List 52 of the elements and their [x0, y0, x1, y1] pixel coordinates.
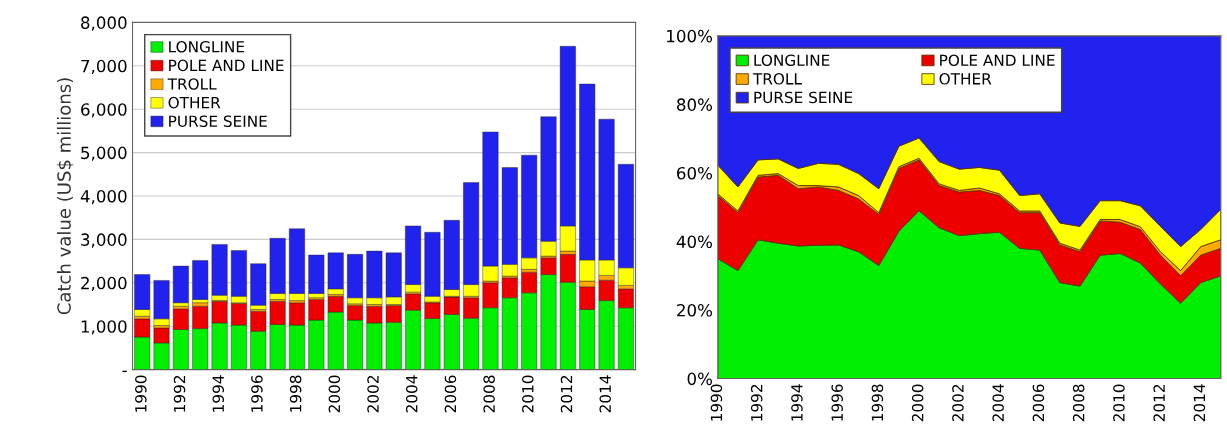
x-tick-label: 2010: [1113, 384, 1125, 422]
x-tick-label: 1998: [289, 375, 302, 412]
y-axis-title: Catch value (US$ millions): [56, 78, 74, 315]
x-tick-label: 1996: [831, 384, 843, 421]
y-tick-label: 5,000: [81, 146, 127, 161]
y-tick-label: 40%: [676, 235, 713, 249]
x-tick-label: 2006: [444, 375, 457, 413]
y-tick-label: 4,000: [80, 189, 127, 205]
legend-label: OTHER: [168, 96, 221, 109]
legend-label: OTHER: [939, 73, 992, 85]
x-tick-label: 2010: [522, 375, 534, 413]
legend-label: POLE AND LINE: [169, 59, 284, 72]
x-tick-label: 2008: [483, 375, 495, 413]
y-tick-label: 80%: [677, 98, 713, 111]
y-tick-label: 6,000: [81, 103, 127, 118]
x-tick-label: 2002: [367, 375, 379, 413]
legend-label: TROLL: [752, 73, 802, 85]
x-tick-label: 2004: [992, 384, 1004, 422]
y-tick-label: 8,000: [81, 16, 127, 31]
x-tick-label: 2014: [1193, 384, 1206, 422]
x-tick-label: 1990: [710, 384, 723, 421]
y-tick-label: 7,000: [81, 59, 127, 75]
y-tick-label: 2,000: [81, 276, 127, 292]
x-tick-label: 2012: [1153, 384, 1165, 422]
legend-label: PURSE SEINE: [169, 115, 267, 127]
x-tick-label: 2006: [1032, 384, 1045, 422]
x-tick-label: 2000: [911, 384, 924, 422]
legend-label: LONGLINE: [169, 41, 245, 53]
y-tick-label: -: [122, 370, 127, 373]
x-tick-label: 1996: [251, 375, 263, 412]
x-tick-label: 2004: [405, 375, 418, 413]
legend-label: POLE AND LINE: [940, 54, 1055, 66]
x-tick-label: 1994: [791, 384, 803, 421]
y-tick-label: 0%: [687, 372, 713, 386]
y-tick-label: 100%: [667, 29, 713, 43]
legend-label: TROLL: [167, 78, 217, 90]
x-tick-label: 2012: [560, 375, 573, 413]
x-tick-label: 1990: [135, 375, 147, 412]
legend-label: LONGLINE: [754, 54, 830, 66]
y-tick-label: 60%: [677, 166, 713, 180]
x-tick-label: 1994: [212, 375, 225, 412]
y-tick-label: 20%: [677, 303, 713, 317]
legend-label: PURSE SEINE: [754, 91, 853, 104]
x-tick-label: 1998: [871, 384, 884, 421]
y-tick-label: 3,000: [81, 233, 127, 248]
x-tick-label: 2014: [599, 375, 611, 413]
x-tick-label: 2008: [1072, 384, 1085, 422]
x-tick-label: 2002: [952, 384, 964, 422]
x-tick-label: 1992: [750, 384, 763, 421]
x-tick-label: 2000: [328, 375, 341, 413]
y-tick-label: 1,000: [81, 320, 127, 335]
x-tick-label: 1992: [173, 375, 186, 412]
